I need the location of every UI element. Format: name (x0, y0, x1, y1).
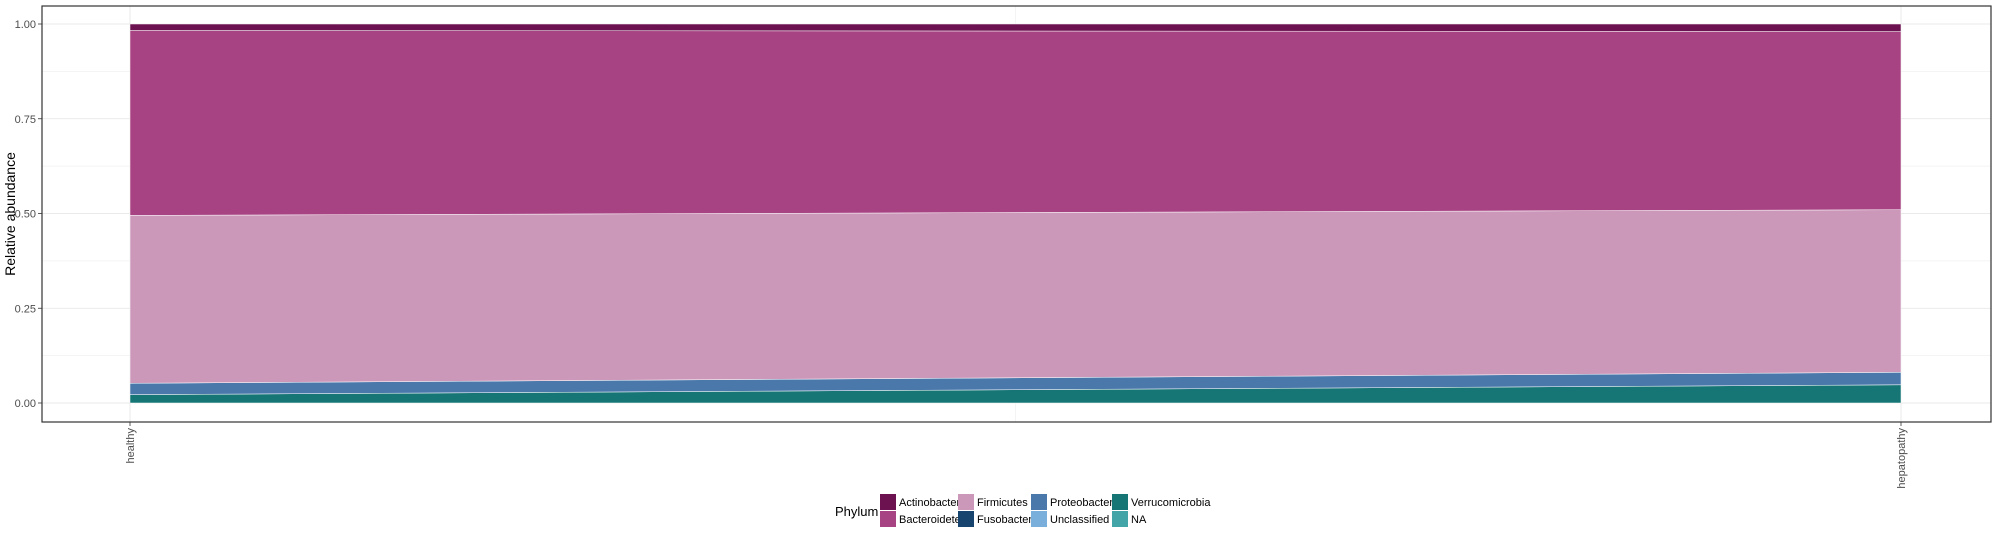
legend-swatch (958, 511, 974, 527)
plot-border (41, 5, 1992, 423)
legend-label: Unclassified (1050, 514, 1109, 526)
legend: Phylum Actinobacteria Bacteroidetes Firmicu… (835, 494, 1211, 527)
legend-swatch (1031, 511, 1047, 527)
legend-label: Verrucomicrobia (1131, 497, 1211, 509)
area-layers (129, 23, 1902, 404)
legend-swatch (880, 494, 896, 510)
legend-swatch (1112, 511, 1128, 527)
y-tick-label: 0.50 (15, 209, 36, 221)
area-actinobacteria (129, 23, 1902, 32)
legend-title: Phylum (835, 504, 878, 519)
y-tick-label: 0.00 (15, 398, 36, 410)
y-tick-label: 0.25 (15, 303, 36, 315)
area-bacteroidetes (129, 30, 1902, 216)
area-firmicutes (129, 209, 1902, 384)
legend-label: Actinobacteria (899, 497, 970, 509)
x-tick-label: hepatopathy (1896, 428, 1908, 489)
legend-swatch (1112, 494, 1128, 510)
legend-label: NA (1131, 514, 1147, 526)
legend-swatch (958, 494, 974, 510)
legend-swatch (1031, 494, 1047, 510)
legend-label: Proteobacteria (1050, 497, 1122, 509)
legend-label: Firmicutes (977, 497, 1028, 509)
legend-label: Fusobacteria (977, 514, 1041, 526)
x-tick-label: healthy (125, 428, 137, 464)
legend-label: Bacteroidetes (899, 514, 967, 526)
y-tick-label: 0.75 (15, 114, 36, 126)
y-axis-title: Relative abundance (2, 152, 18, 276)
y-tick-label: 1.00 (15, 19, 36, 31)
legend-swatch (880, 511, 896, 527)
x-axis: healthy hepatopathy (125, 422, 1908, 489)
y-axis: 0.00 0.25 0.50 0.75 1.00 (15, 19, 42, 410)
